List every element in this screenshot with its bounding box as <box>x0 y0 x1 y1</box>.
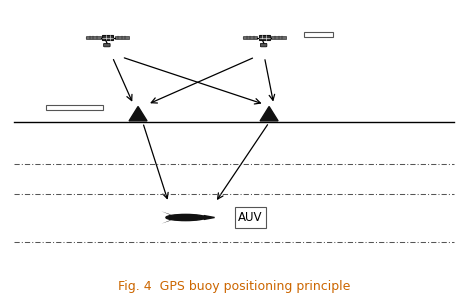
Bar <box>102 35 113 40</box>
FancyBboxPatch shape <box>103 43 110 47</box>
Ellipse shape <box>166 214 205 220</box>
Polygon shape <box>204 215 215 219</box>
Bar <box>243 36 257 39</box>
Polygon shape <box>161 211 170 215</box>
Text: Fig. 4  GPS buoy positioning principle: Fig. 4 GPS buoy positioning principle <box>118 280 350 293</box>
Bar <box>115 36 129 39</box>
Polygon shape <box>260 106 278 121</box>
Polygon shape <box>161 220 170 224</box>
Bar <box>259 35 270 40</box>
Bar <box>87 36 101 39</box>
Text: AUV: AUV <box>238 211 263 224</box>
Polygon shape <box>129 106 147 121</box>
FancyBboxPatch shape <box>260 43 267 47</box>
Bar <box>271 36 285 39</box>
